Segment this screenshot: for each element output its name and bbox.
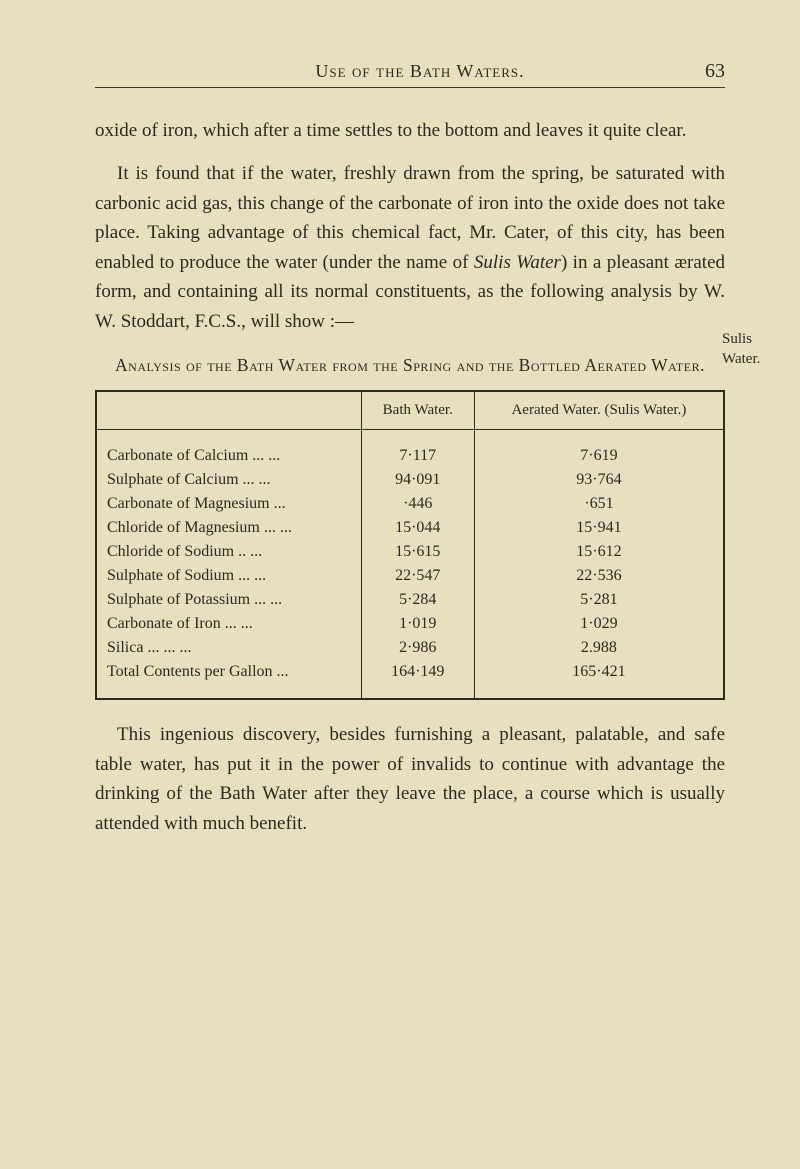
page-header: Use of the Bath Waters. 63 (95, 60, 725, 88)
row-bath: 5·284 (361, 588, 474, 612)
row-aerated: 7·619 (474, 444, 724, 468)
section-heading: Analysis of the Bath Water from the Spri… (95, 352, 725, 378)
table-row: Carbonate of Iron ... ... 1·019 1·029 (96, 612, 724, 636)
row-bath: 94·091 (361, 468, 474, 492)
page-container: Use of the Bath Waters. 63 oxide of iron… (0, 0, 800, 902)
table-row: Sulphate of Sodium ... ... 22·547 22·536 (96, 564, 724, 588)
row-aerated: 15·941 (474, 516, 724, 540)
row-bath: 15·044 (361, 516, 474, 540)
table-row: Sulphate of Calcium ... ... 94·091 93·76… (96, 468, 724, 492)
table-header-row: Bath Water. Aerated Water. (Sulis Water.… (96, 391, 724, 430)
row-aerated: 93·764 (474, 468, 724, 492)
paragraph-3: This ingenious discovery, besides furnis… (95, 720, 725, 838)
table-row: Chloride of Sodium .. ... 15·615 15·612 (96, 540, 724, 564)
row-aerated: ·651 (474, 492, 724, 516)
row-label: Total Contents per Gallon ... (96, 660, 361, 684)
table-header-aerated: Aerated Water. (Sulis Water.) (474, 391, 724, 430)
analysis-table: Bath Water. Aerated Water. (Sulis Water.… (95, 390, 725, 700)
row-aerated: 1·029 (474, 612, 724, 636)
page-number: 63 (705, 60, 725, 83)
table-header-bath: Bath Water. (361, 391, 474, 430)
row-bath: 164·149 (361, 660, 474, 684)
row-aerated: 15·612 (474, 540, 724, 564)
row-aerated: 5·281 (474, 588, 724, 612)
table-row: Chloride of Magnesium ... ... 15·044 15·… (96, 516, 724, 540)
table-row: Carbonate of Magnesium ... ·446 ·651 (96, 492, 724, 516)
row-label: Sulphate of Sodium ... ... (96, 564, 361, 588)
row-bath: ·446 (361, 492, 474, 516)
row-label: Chloride of Magnesium ... ... (96, 516, 361, 540)
table-header-blank (96, 391, 361, 430)
table-body: Carbonate of Calcium ... ... 7·117 7·619… (96, 430, 724, 700)
table-bottom-spacer (96, 684, 724, 699)
row-aerated: 165·421 (474, 660, 724, 684)
table-row: Total Contents per Gallon ... 164·149 16… (96, 660, 724, 684)
table-row: Silica ... ... ... 2·986 2.988 (96, 636, 724, 660)
row-label: Silica ... ... ... (96, 636, 361, 660)
paragraph-2: It is found that if the water, freshly d… (95, 159, 725, 336)
paragraph-1: oxide of iron, which after a time settle… (95, 116, 725, 145)
table-spacer (96, 430, 724, 445)
row-bath: 22·547 (361, 564, 474, 588)
para2-italic: Sulis Water (474, 252, 561, 273)
row-aerated: 2.988 (474, 636, 724, 660)
row-label: Chloride of Sodium .. ... (96, 540, 361, 564)
row-bath: 15·615 (361, 540, 474, 564)
row-aerated: 22·536 (474, 564, 724, 588)
margin-note-sulis: Sulis Water. (722, 330, 792, 369)
table-row: Sulphate of Potassium ... ... 5·284 5·28… (96, 588, 724, 612)
table-row: Carbonate of Calcium ... ... 7·117 7·619 (96, 444, 724, 468)
row-label: Carbonate of Calcium ... ... (96, 444, 361, 468)
row-label: Carbonate of Magnesium ... (96, 492, 361, 516)
row-label: Sulphate of Calcium ... ... (96, 468, 361, 492)
row-bath: 1·019 (361, 612, 474, 636)
row-label: Sulphate of Potassium ... ... (96, 588, 361, 612)
row-bath: 7·117 (361, 444, 474, 468)
row-bath: 2·986 (361, 636, 474, 660)
running-head: Use of the Bath Waters. (135, 61, 705, 82)
row-label: Carbonate of Iron ... ... (96, 612, 361, 636)
